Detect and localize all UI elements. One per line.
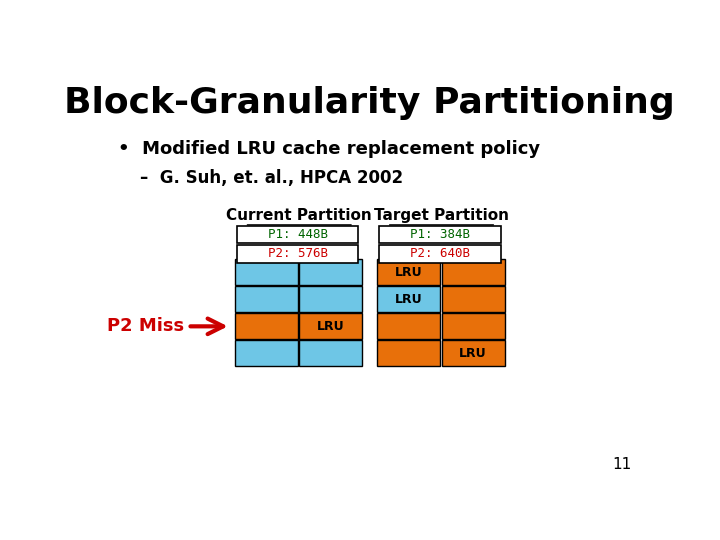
- FancyBboxPatch shape: [235, 259, 298, 285]
- Text: Current Partition: Current Partition: [226, 208, 372, 223]
- FancyBboxPatch shape: [377, 341, 441, 366]
- Text: P1: 384B: P1: 384B: [410, 228, 470, 241]
- Text: •  Modified LRU cache replacement policy: • Modified LRU cache replacement policy: [118, 140, 540, 158]
- FancyBboxPatch shape: [377, 286, 441, 312]
- FancyBboxPatch shape: [235, 286, 298, 312]
- Text: P2: 640B: P2: 640B: [410, 247, 470, 260]
- FancyBboxPatch shape: [377, 259, 441, 285]
- FancyBboxPatch shape: [379, 245, 500, 263]
- FancyBboxPatch shape: [300, 286, 362, 312]
- Text: LRU: LRU: [395, 266, 423, 279]
- FancyBboxPatch shape: [300, 341, 362, 366]
- FancyBboxPatch shape: [441, 313, 505, 339]
- Text: 11: 11: [612, 457, 631, 472]
- FancyBboxPatch shape: [377, 313, 441, 339]
- Text: LRU: LRU: [395, 293, 423, 306]
- FancyBboxPatch shape: [237, 245, 359, 263]
- Text: LRU: LRU: [317, 320, 345, 333]
- FancyBboxPatch shape: [235, 341, 298, 366]
- FancyBboxPatch shape: [300, 313, 362, 339]
- FancyBboxPatch shape: [441, 341, 505, 366]
- Text: –  G. Suh, et. al., HPCA 2002: – G. Suh, et. al., HPCA 2002: [140, 168, 403, 187]
- FancyBboxPatch shape: [441, 259, 505, 285]
- Text: P2: 576B: P2: 576B: [268, 247, 328, 260]
- FancyBboxPatch shape: [235, 313, 298, 339]
- Text: Block-Granularity Partitioning: Block-Granularity Partitioning: [63, 85, 675, 119]
- Text: LRU: LRU: [459, 347, 487, 360]
- Text: P2 Miss: P2 Miss: [107, 318, 184, 335]
- FancyBboxPatch shape: [441, 286, 505, 312]
- FancyBboxPatch shape: [300, 259, 362, 285]
- FancyBboxPatch shape: [379, 226, 500, 243]
- Text: Target Partition: Target Partition: [374, 208, 509, 223]
- Text: P1: 448B: P1: 448B: [268, 228, 328, 241]
- FancyBboxPatch shape: [237, 226, 359, 243]
